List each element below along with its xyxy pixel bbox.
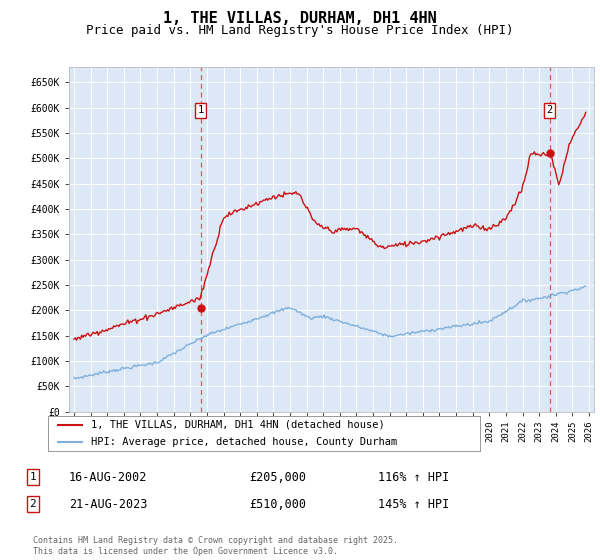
Text: 145% ↑ HPI: 145% ↑ HPI xyxy=(378,497,449,511)
Text: Price paid vs. HM Land Registry's House Price Index (HPI): Price paid vs. HM Land Registry's House … xyxy=(86,24,514,36)
Text: £205,000: £205,000 xyxy=(249,470,306,484)
Text: 1: 1 xyxy=(197,105,204,115)
Text: £510,000: £510,000 xyxy=(249,497,306,511)
Text: HPI: Average price, detached house, County Durham: HPI: Average price, detached house, Coun… xyxy=(91,437,397,447)
Text: 2: 2 xyxy=(29,499,37,509)
Text: 1, THE VILLAS, DURHAM, DH1 4HN (detached house): 1, THE VILLAS, DURHAM, DH1 4HN (detached… xyxy=(91,420,385,430)
Text: 21-AUG-2023: 21-AUG-2023 xyxy=(69,497,148,511)
Text: Contains HM Land Registry data © Crown copyright and database right 2025.
This d: Contains HM Land Registry data © Crown c… xyxy=(33,536,398,556)
Text: 2: 2 xyxy=(547,105,553,115)
Text: 1: 1 xyxy=(29,472,37,482)
Text: 116% ↑ HPI: 116% ↑ HPI xyxy=(378,470,449,484)
Text: 16-AUG-2002: 16-AUG-2002 xyxy=(69,470,148,484)
Text: 1, THE VILLAS, DURHAM, DH1 4HN: 1, THE VILLAS, DURHAM, DH1 4HN xyxy=(163,11,437,26)
